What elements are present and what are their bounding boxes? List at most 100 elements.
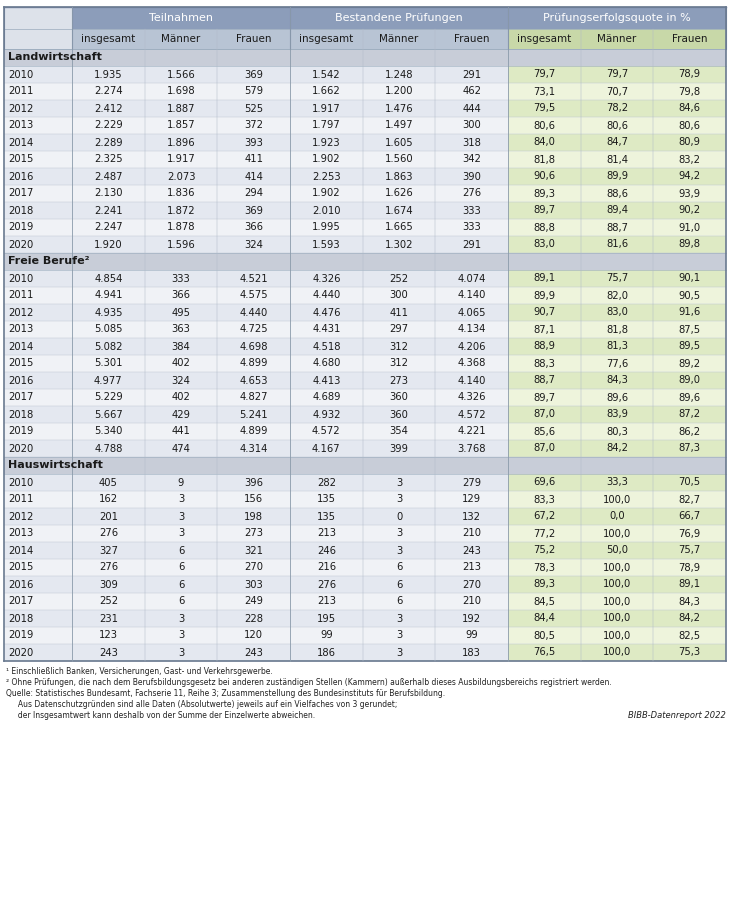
- Text: 77,6: 77,6: [606, 358, 628, 368]
- Text: 129: 129: [462, 494, 481, 505]
- Text: 1.476: 1.476: [385, 104, 413, 113]
- Bar: [508, 508, 580, 525]
- Bar: [145, 66, 218, 83]
- Text: 84,3: 84,3: [606, 375, 628, 385]
- Text: Freie Berufe²: Freie Berufe²: [8, 256, 90, 266]
- Bar: [580, 474, 653, 491]
- Bar: [508, 287, 580, 304]
- Text: 201: 201: [99, 511, 118, 521]
- Text: Hauswirtschaft: Hauswirtschaft: [8, 461, 103, 471]
- Bar: [435, 100, 508, 117]
- Text: 4.065: 4.065: [458, 308, 486, 318]
- Bar: [508, 491, 580, 508]
- Text: 1.896: 1.896: [166, 138, 196, 148]
- Bar: [145, 134, 218, 151]
- Text: 579: 579: [244, 86, 264, 96]
- Text: 2018: 2018: [8, 205, 34, 215]
- Bar: [580, 627, 653, 644]
- Bar: [4, 304, 72, 321]
- Text: 1.593: 1.593: [312, 239, 341, 249]
- Bar: [580, 117, 653, 134]
- Text: 246: 246: [317, 545, 336, 555]
- Text: 33,3: 33,3: [606, 478, 628, 488]
- Bar: [508, 627, 580, 644]
- Bar: [218, 372, 290, 389]
- Text: 4.134: 4.134: [458, 325, 486, 335]
- Bar: [653, 593, 726, 610]
- Bar: [4, 134, 72, 151]
- Bar: [4, 491, 72, 508]
- Text: 2.253: 2.253: [312, 172, 341, 182]
- Text: 399: 399: [390, 444, 409, 454]
- Bar: [4, 253, 726, 270]
- Text: 213: 213: [462, 562, 481, 572]
- Bar: [72, 219, 145, 236]
- Text: 85,6: 85,6: [534, 427, 556, 436]
- Text: 87,5: 87,5: [679, 325, 701, 335]
- Bar: [290, 236, 363, 253]
- Bar: [363, 66, 435, 83]
- Text: 80,3: 80,3: [606, 427, 628, 436]
- Bar: [363, 372, 435, 389]
- Text: 5.667: 5.667: [94, 410, 123, 419]
- Bar: [290, 321, 363, 338]
- Bar: [145, 474, 218, 491]
- Text: 6: 6: [178, 545, 184, 555]
- Text: 4.431: 4.431: [312, 325, 340, 335]
- Bar: [653, 134, 726, 151]
- Bar: [290, 151, 363, 168]
- Text: 120: 120: [244, 631, 264, 641]
- Bar: [363, 423, 435, 440]
- Bar: [290, 355, 363, 372]
- Text: 2010: 2010: [8, 69, 34, 79]
- Text: 4.476: 4.476: [312, 308, 341, 318]
- Bar: [435, 304, 508, 321]
- Bar: [290, 29, 363, 49]
- Bar: [580, 219, 653, 236]
- Bar: [435, 525, 508, 542]
- Bar: [218, 627, 290, 644]
- Text: 2020: 2020: [8, 239, 34, 249]
- Text: 2012: 2012: [8, 308, 34, 318]
- Text: 82,0: 82,0: [606, 291, 628, 301]
- Text: 67,2: 67,2: [533, 511, 556, 521]
- Bar: [72, 576, 145, 593]
- Bar: [580, 321, 653, 338]
- Text: 1.200: 1.200: [385, 86, 413, 96]
- Text: 81,8: 81,8: [606, 325, 628, 335]
- Text: 81,3: 81,3: [606, 341, 628, 352]
- Text: 6: 6: [178, 597, 184, 607]
- Bar: [290, 491, 363, 508]
- Bar: [4, 406, 72, 423]
- Text: 2015: 2015: [8, 562, 34, 572]
- Bar: [653, 474, 726, 491]
- Bar: [72, 406, 145, 423]
- Bar: [653, 83, 726, 100]
- Text: 327: 327: [99, 545, 118, 555]
- Text: 1.836: 1.836: [166, 188, 195, 199]
- Text: 100,0: 100,0: [603, 562, 631, 572]
- Text: 4.653: 4.653: [239, 375, 268, 385]
- Text: 4.698: 4.698: [239, 341, 268, 352]
- Bar: [4, 321, 72, 338]
- Bar: [145, 338, 218, 355]
- Bar: [363, 100, 435, 117]
- Bar: [653, 185, 726, 202]
- Text: 6: 6: [396, 562, 402, 572]
- Bar: [580, 610, 653, 627]
- Text: 1.920: 1.920: [94, 239, 123, 249]
- Bar: [218, 117, 290, 134]
- Bar: [580, 508, 653, 525]
- Bar: [363, 321, 435, 338]
- Text: 89,9: 89,9: [606, 172, 628, 182]
- Bar: [72, 134, 145, 151]
- Bar: [580, 83, 653, 100]
- Bar: [653, 372, 726, 389]
- Bar: [363, 525, 435, 542]
- Bar: [290, 474, 363, 491]
- Text: 2018: 2018: [8, 410, 34, 419]
- Text: Männer: Männer: [597, 34, 637, 44]
- Text: Frauen: Frauen: [454, 34, 489, 44]
- Bar: [290, 627, 363, 644]
- Bar: [580, 29, 653, 49]
